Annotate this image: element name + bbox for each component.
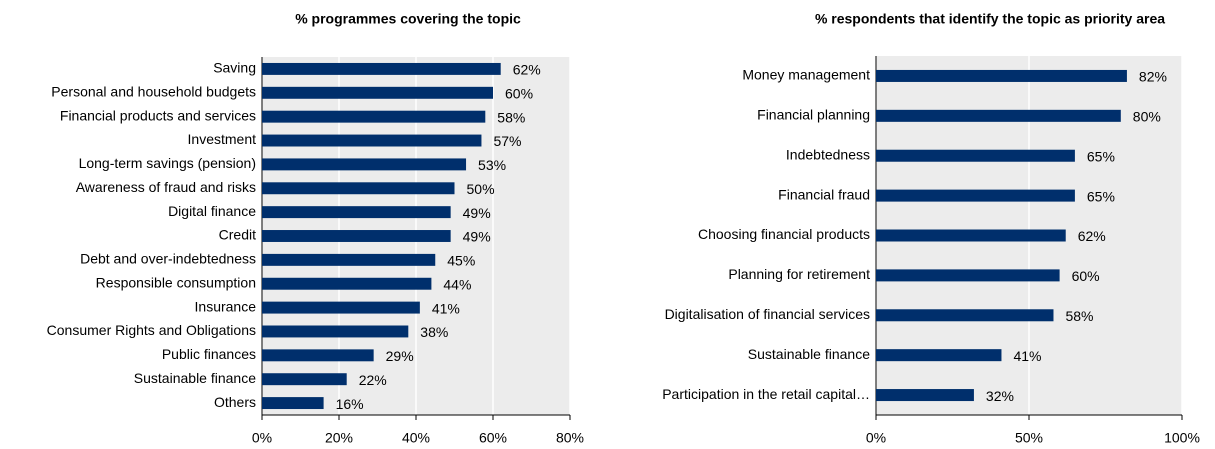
data-label: 45%	[447, 253, 475, 269]
data-label: 57%	[493, 133, 521, 149]
y-tick-label: Participation in the retail capital…	[662, 386, 870, 402]
bar	[262, 134, 482, 147]
chart-title: % programmes covering the topic	[295, 11, 521, 27]
bar	[262, 397, 324, 410]
data-label: 38%	[420, 324, 448, 340]
y-tick-label: Investment	[188, 131, 257, 147]
bar	[262, 349, 374, 362]
data-label: 60%	[505, 86, 533, 102]
y-tick-label: Planning for retirement	[728, 266, 870, 282]
data-label: 16%	[336, 396, 364, 412]
data-label: 53%	[478, 157, 506, 173]
y-tick-label: Consumer Rights and Obligations	[47, 322, 256, 338]
x-tick-label: 100%	[1164, 430, 1200, 446]
data-label: 62%	[1078, 228, 1106, 244]
data-label: 49%	[463, 205, 491, 221]
data-label: 49%	[463, 229, 491, 245]
data-label: 41%	[1013, 348, 1041, 364]
y-tick-label: Money management	[742, 67, 870, 83]
x-tick-label: 0%	[866, 430, 886, 446]
data-label: 58%	[1065, 308, 1093, 324]
bar	[262, 230, 451, 242]
y-tick-label: Others	[214, 394, 256, 410]
bar	[262, 373, 347, 386]
bar	[262, 62, 501, 75]
x-tick-label: 20%	[325, 430, 353, 446]
bar	[876, 309, 1054, 322]
bar	[262, 158, 467, 171]
data-label: 44%	[443, 276, 471, 292]
x-tick-label: 0%	[252, 430, 272, 446]
data-label: 41%	[432, 300, 460, 316]
y-tick-label: Financial products and services	[60, 107, 256, 123]
y-tick-label: Digital finance	[168, 203, 256, 219]
bar	[876, 69, 1127, 82]
bar	[262, 86, 493, 99]
data-label: 60%	[1072, 268, 1100, 284]
bar	[262, 110, 486, 123]
y-tick-label: Insurance	[195, 298, 257, 314]
y-tick-label: Awareness of fraud and risks	[76, 179, 256, 195]
y-tick-label: Long-term savings (pension)	[79, 155, 256, 171]
y-tick-label: Sustainable finance	[134, 370, 256, 386]
data-label: 65%	[1087, 148, 1115, 164]
x-tick-label: 50%	[1015, 430, 1043, 446]
y-tick-label: Personal and household budgets	[51, 84, 256, 100]
bar	[876, 229, 1066, 242]
y-tick-label: Responsible consumption	[96, 274, 256, 290]
y-tick-label: Financial planning	[757, 107, 870, 123]
chart-title: % respondents that identify the topic as…	[815, 11, 1165, 27]
bar	[262, 301, 420, 314]
bar	[876, 189, 1075, 202]
y-tick-label: Indebtedness	[786, 146, 870, 162]
bar	[876, 109, 1121, 122]
y-tick-label: Financial fraud	[778, 186, 870, 202]
data-label: 80%	[1133, 109, 1161, 125]
y-tick-label: Debt and over-indebtedness	[80, 251, 256, 267]
bar	[262, 277, 432, 290]
y-tick-label: Digitalisation of financial services	[665, 306, 870, 322]
data-label: 62%	[513, 62, 541, 78]
bar	[876, 349, 1002, 362]
x-tick-label: 40%	[402, 430, 430, 446]
bar	[876, 149, 1075, 162]
y-tick-label: Saving	[213, 60, 256, 76]
data-label: 65%	[1087, 188, 1115, 204]
data-label: 32%	[986, 388, 1014, 404]
data-label: 58%	[497, 109, 525, 125]
bar	[262, 325, 409, 338]
bar	[262, 182, 455, 195]
bar	[262, 253, 436, 266]
y-tick-label: Public finances	[162, 346, 256, 362]
y-tick-label: Choosing financial products	[698, 226, 870, 242]
data-label: 22%	[359, 372, 387, 388]
data-label: 82%	[1139, 69, 1167, 85]
x-tick-label: 80%	[556, 430, 584, 446]
y-tick-label: Credit	[219, 227, 256, 243]
bar	[876, 269, 1060, 282]
y-tick-label: Sustainable finance	[748, 346, 870, 362]
data-label: 29%	[386, 348, 414, 364]
data-label: 50%	[467, 181, 495, 197]
bar	[262, 206, 451, 219]
bar	[876, 389, 974, 402]
x-tick-label: 60%	[479, 430, 507, 446]
